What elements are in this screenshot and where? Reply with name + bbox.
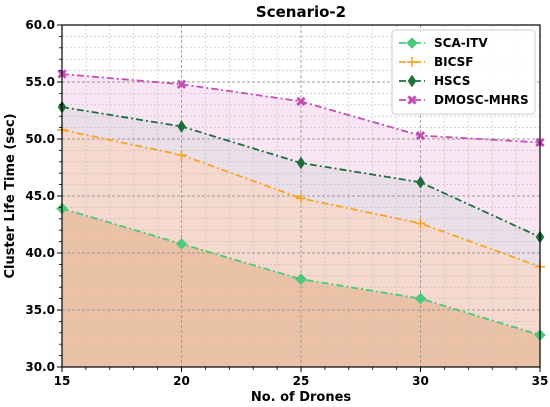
data-point-bicsf <box>176 149 187 160</box>
y-tick-label: 60.0 <box>25 18 55 32</box>
legend-marker-hscs <box>407 74 417 88</box>
data-point-sca-itv <box>295 273 307 286</box>
legend: SCA-ITV BICSF HSCS DMOSC-MHRS <box>391 29 536 115</box>
y-axis-label: Cluster Life Time (sec) <box>3 113 18 278</box>
data-point-sca-itv <box>414 292 427 305</box>
axis-ticks: 15 20 25 30 35 30.0 35.0 40.0 45.0 50.0 55.0 60.0 <box>25 18 548 388</box>
legend-label-bicsf: BICSF <box>434 55 473 69</box>
data-point-sca-itv <box>175 238 188 250</box>
y-tick-label: 50.0 <box>25 132 55 146</box>
x-tick-label: 20 <box>173 374 190 388</box>
y-tick-label: 55.0 <box>25 75 55 89</box>
legend-label-hscs: HSCS <box>434 74 470 88</box>
x-axis-label: No. of Drones <box>251 390 352 405</box>
y-tick-label: 45.0 <box>25 189 55 203</box>
series-line-sca-itv <box>61 207 541 336</box>
data-point-dmosc-mhrs <box>296 96 306 107</box>
y-tick-label: 35.0 <box>25 303 55 317</box>
x-tick-label: 30 <box>412 374 429 388</box>
data-point-hscs <box>296 156 306 170</box>
data-point-bicsf <box>415 218 426 229</box>
x-tick-label: 15 <box>54 374 71 388</box>
series-line-bicsf <box>61 128 541 268</box>
legend-box <box>391 29 536 115</box>
legend-item-hscs: HSCS <box>399 74 470 88</box>
chart-title: Scenario-2 <box>256 3 346 21</box>
data-point-bicsf <box>296 193 306 204</box>
legend-marker-bicsf <box>407 57 417 67</box>
legend-marker-sca-itv <box>406 37 418 49</box>
legend-item-sca-itv: SCA-ITV <box>399 36 488 50</box>
legend-label-sca-itv: SCA-ITV <box>434 36 488 50</box>
y-tick-label: 30.0 <box>25 360 55 374</box>
x-tick-label: 25 <box>293 374 310 388</box>
data-point-hscs <box>177 120 186 133</box>
data-point-dmosc-mhrs <box>415 130 426 141</box>
legend-item-dmosc-mhrs: DMOSC-MHRS <box>399 93 529 107</box>
data-point-hscs <box>416 175 425 189</box>
legend-label-dmosc-mhrs: DMOSC-MHRS <box>434 93 529 107</box>
data-point-dmosc-mhrs <box>176 79 187 89</box>
x-tick-label: 35 <box>532 374 549 388</box>
legend-marker-dmosc-mhrs <box>407 95 417 105</box>
legend-item-bicsf: BICSF <box>399 55 473 69</box>
y-tick-label: 40.0 <box>25 246 55 260</box>
